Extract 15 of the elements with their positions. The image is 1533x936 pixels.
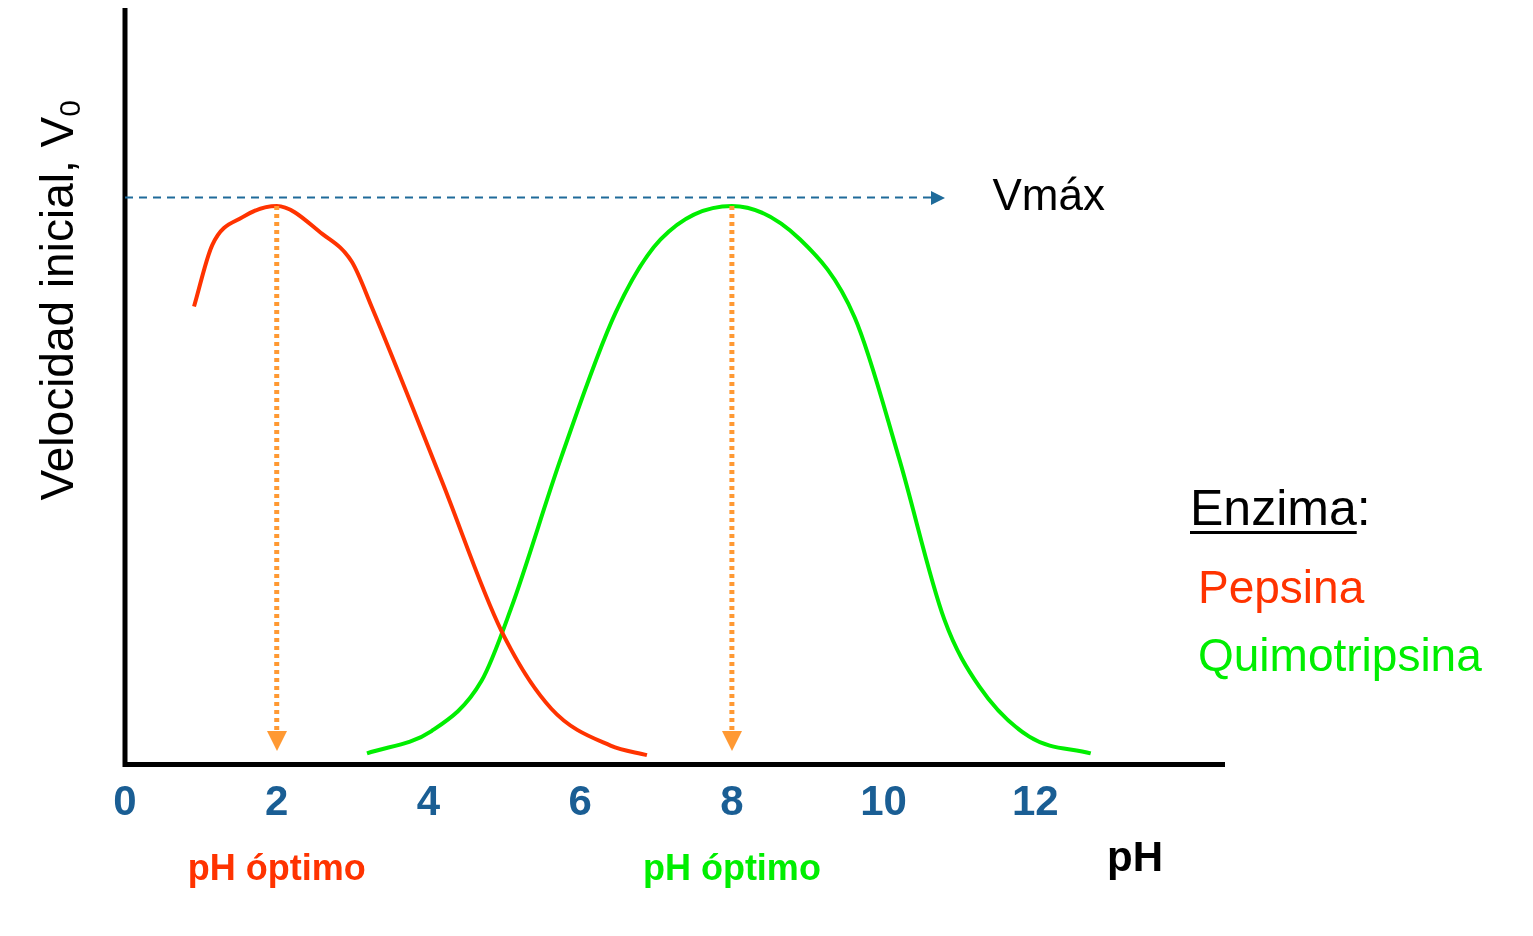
text: pH óptimo [642, 846, 821, 888]
x-axis-title: pH [1107, 833, 1163, 881]
text: pH óptimo [187, 846, 366, 888]
x-tick-label: 6 [568, 777, 592, 825]
y-axis-title: Velocidad inicial, V0 [30, 100, 86, 501]
text: Quimotripsina [1198, 628, 1483, 681]
x-tick-label: 0 [113, 777, 137, 825]
x-tick-label: 12 [1011, 777, 1059, 825]
legend-title: Enzima: [1190, 479, 1371, 536]
text: Pepsina [1198, 560, 1365, 613]
x-tick-label: 4 [416, 777, 441, 825]
x-tick-label: 2 [265, 777, 289, 825]
ref-line-label: Vmáx [992, 169, 1105, 219]
x-tick-label: 10 [860, 777, 907, 825]
x-tick-label: 8 [720, 777, 744, 825]
